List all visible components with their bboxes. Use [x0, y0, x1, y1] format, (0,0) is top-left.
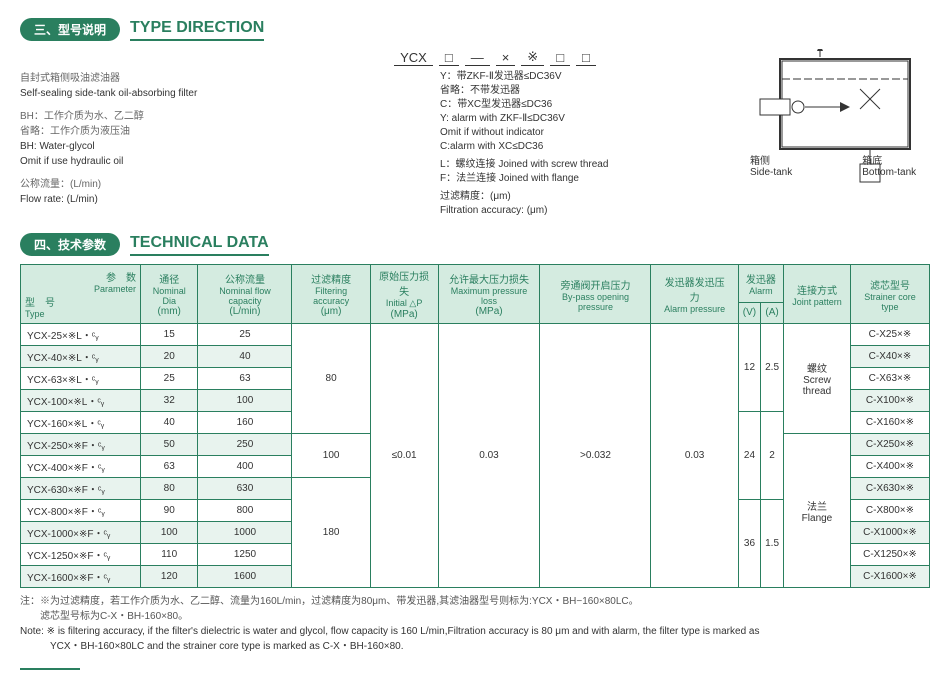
- type-code: YCX □ — × ※ □ □: [260, 49, 730, 66]
- footnote: 注：※为过滤精度，若工作介质为水、乙二醇、流量为160L/min，过滤精度为80…: [20, 594, 930, 654]
- section-4-header: 四、技术参数 TECHNICAL DATA: [20, 233, 930, 256]
- section-3-header: 三、型号说明 TYPE DIRECTION: [20, 18, 930, 41]
- section-4-pill: 四、技术参数: [20, 233, 120, 256]
- section-4-title: TECHNICAL DATA: [130, 234, 269, 256]
- technical-data-table: 参 数Parameter 型 号Type 通径Nominal Dia(mm) 公…: [20, 264, 930, 588]
- tank-diagram-block: 箱侧Side-tank 箱底Bottom-tank: [750, 49, 930, 218]
- type-left-desc: 自封式箱侧吸油滤油器 Self-sealing side-tank oil-ab…: [20, 49, 240, 218]
- section-3-title: TYPE DIRECTION: [130, 19, 264, 41]
- section-3-pill: 三、型号说明: [20, 18, 120, 41]
- table-body: YCX-25×※L・ᶜᵧ1525 80 ≤0.01 0.03 >0.032 0.…: [21, 324, 930, 588]
- bottom-rule: [20, 668, 80, 670]
- type-direction-block: 自封式箱侧吸油滤油器 Self-sealing side-tank oil-ab…: [20, 49, 930, 218]
- type-code-desc: YCX □ — × ※ □ □ Y：带ZKF-Ⅱ发迅器≤DC36V 省略：不带发…: [260, 49, 730, 218]
